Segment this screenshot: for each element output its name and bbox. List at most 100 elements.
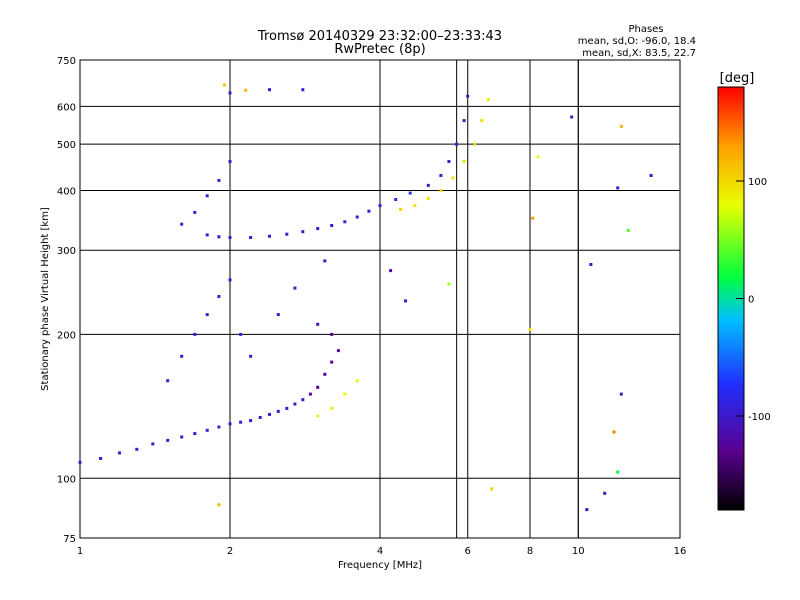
data-point <box>589 263 593 266</box>
data-point <box>536 155 540 159</box>
data-point <box>626 228 630 232</box>
data-point <box>473 142 477 146</box>
data-point <box>268 234 271 238</box>
data-point <box>78 460 82 464</box>
data-point <box>217 178 221 182</box>
data-point <box>612 430 616 434</box>
data-point <box>205 428 209 432</box>
data-point <box>166 379 170 383</box>
data-point <box>268 412 271 416</box>
data-point <box>462 119 466 123</box>
data-point <box>408 191 412 195</box>
data-point <box>151 442 155 446</box>
data-point <box>619 392 623 396</box>
x-tick-label: 4 <box>377 546 383 557</box>
data-point <box>451 176 455 180</box>
data-point <box>293 402 297 406</box>
data-point <box>308 392 312 396</box>
data-points <box>78 83 653 512</box>
data-point <box>528 327 532 331</box>
y-axis-label: Stationary phase Virtual Height [km] <box>40 207 51 391</box>
data-point <box>268 88 271 92</box>
data-point <box>293 286 297 290</box>
chart-subtitle: RwPretec (8p) <box>334 42 425 57</box>
data-point <box>316 414 320 418</box>
y-tick-label: 300 <box>57 246 76 257</box>
data-point <box>217 425 221 429</box>
data-point <box>330 332 334 336</box>
data-point <box>462 160 466 163</box>
grid <box>80 60 680 538</box>
data-point <box>249 236 253 239</box>
data-point <box>166 438 170 442</box>
data-point <box>249 354 253 358</box>
data-point <box>180 354 184 358</box>
data-point <box>276 313 280 317</box>
stats-heading: Phases <box>628 24 663 35</box>
data-point <box>249 419 253 423</box>
data-point <box>367 209 371 213</box>
data-point <box>323 372 327 376</box>
data-point <box>316 322 320 326</box>
data-point <box>135 447 139 451</box>
colorbar-tick-label: -100 <box>748 412 771 423</box>
data-point <box>228 422 232 426</box>
data-point <box>455 142 459 146</box>
data-point <box>343 220 347 224</box>
x-tick-label: 1 <box>77 546 83 557</box>
data-point <box>490 487 494 491</box>
data-point <box>447 282 451 286</box>
data-point <box>399 208 403 211</box>
data-point <box>301 398 305 402</box>
data-point <box>228 91 232 95</box>
data-point <box>228 160 232 163</box>
x-axis-label: Frequency [MHz] <box>338 560 422 571</box>
data-point <box>316 385 320 389</box>
data-point <box>413 204 417 208</box>
data-point <box>585 508 589 512</box>
stats-x-line: mean, sd,X: 83.5, 22.7 <box>582 48 696 59</box>
data-point <box>649 174 653 177</box>
stats-o-line: mean, sd,O: -96.0, 18.4 <box>578 36 696 47</box>
data-point <box>193 332 197 336</box>
data-point <box>355 379 359 383</box>
data-point <box>217 235 221 239</box>
data-point <box>180 222 184 226</box>
y-tick-label: 500 <box>57 140 76 151</box>
y-tick-label: 400 <box>57 186 76 197</box>
data-point <box>180 435 184 439</box>
data-point <box>276 409 280 413</box>
data-point <box>426 183 430 187</box>
data-point <box>223 83 226 87</box>
x-tick-label: 6 <box>465 546 471 557</box>
data-point <box>316 227 320 231</box>
y-tick-label: 750 <box>57 56 76 67</box>
x-tick-label: 8 <box>527 546 533 557</box>
data-point <box>480 119 484 123</box>
data-point <box>570 115 574 119</box>
x-tick-label: 10 <box>572 546 585 557</box>
data-point <box>343 392 347 396</box>
data-point <box>118 451 121 455</box>
data-point <box>330 406 334 410</box>
data-point <box>426 196 430 200</box>
colorbar-tick-label: 0 <box>748 295 754 306</box>
data-point <box>355 215 359 219</box>
data-point <box>285 406 289 410</box>
y-tick-label: 75 <box>63 534 76 545</box>
data-point <box>378 204 382 208</box>
data-point <box>330 360 334 364</box>
y-tick-label: 600 <box>57 102 76 113</box>
y-tick-label: 100 <box>57 474 76 485</box>
colorbar-ticks: 100 0 -100 <box>736 177 771 423</box>
data-point <box>439 189 443 192</box>
data-point <box>228 278 232 282</box>
data-point <box>466 94 470 98</box>
chart-title: Tromsø 20140329 23:32:00–23:33:43 <box>257 29 502 44</box>
data-point <box>193 210 197 214</box>
data-point <box>217 295 221 298</box>
x-axis-ticks: 1 2 4 6 8 10 16 <box>77 546 687 557</box>
data-point <box>205 313 209 317</box>
y-tick-label: 200 <box>57 330 76 341</box>
y-axis-ticks: 75 100 200 300 400 500 600 750 <box>57 56 76 545</box>
